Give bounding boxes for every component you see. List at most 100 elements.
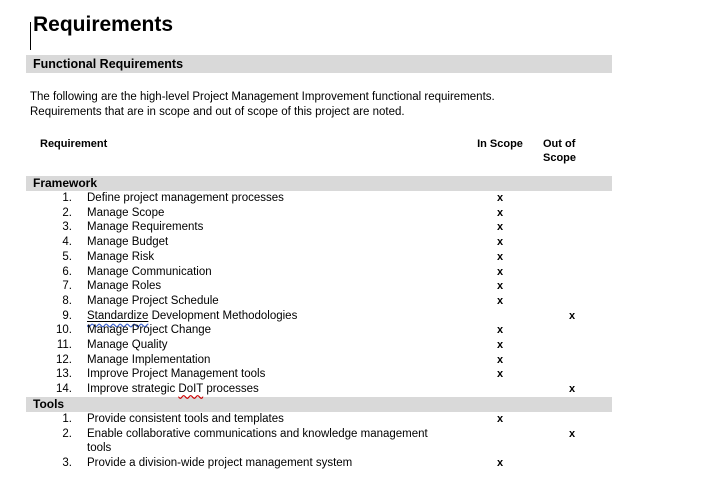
in-scope-mark: x [496, 294, 504, 307]
table-row: 1. Provide consistent tools and templates… [26, 412, 706, 427]
in-scope-mark: x [496, 339, 504, 352]
intro-paragraph: The following are the high-level Project… [30, 90, 706, 119]
row-label-cell: 14. Improve strategic DoIT processes [26, 382, 470, 397]
table-row: 6. Manage Communication x [26, 265, 706, 280]
table-row: 3. Provide a division-wide project manage… [26, 456, 706, 471]
row-number: 13. [56, 368, 72, 381]
out-of-scope-mark [530, 279, 614, 294]
grammar-flagged-word: Standardize [87, 310, 148, 322]
out-of-scope-mark [530, 235, 614, 250]
page-title: Requirements [33, 13, 174, 36]
out-of-scope-mark [530, 220, 614, 235]
table-row: 1. Define project management processes x [26, 191, 706, 206]
table-row: 9. Standardize Development Methodologies x [26, 309, 706, 324]
in-scope-mark [470, 427, 530, 456]
row-label-cell: 11. Manage Quality [26, 338, 470, 353]
in-scope-mark: x [496, 192, 504, 204]
in-scope-mark: x [496, 236, 504, 249]
row-number: 5. [62, 250, 72, 263]
in-scope-mark: x [496, 324, 504, 337]
out-of-scope-mark [530, 412, 614, 427]
functional-requirements-heading: Functional Requirements [26, 55, 612, 73]
row-number: 14. [56, 383, 72, 396]
row-label: Manage Project Change [87, 324, 212, 337]
row-label-cell: 7. Manage Roles [26, 279, 470, 294]
intro-line: The following are the high-level Project… [30, 91, 495, 103]
row-label: Define project management processes [87, 192, 284, 204]
row-label: Manage Quality [87, 339, 168, 352]
row-label-cell: 9. Standardize Development Methodologies [26, 309, 470, 324]
table-row: 2. Enable collaborative communications an… [26, 427, 706, 456]
out-of-scope-mark [530, 294, 614, 309]
row-label: Improve Project Management tools [87, 368, 266, 381]
row-label: Manage Budget [87, 236, 169, 249]
in-scope-mark: x [496, 353, 504, 366]
row-number: 10. [56, 324, 72, 337]
in-scope-mark [470, 309, 530, 324]
spellcheck-flagged-word: DoIT [178, 383, 204, 396]
row-label-cell: 1. Provide consistent tools and templates [26, 412, 470, 427]
row-label-cell: 4. Manage Budget [26, 235, 470, 250]
requirements-table: Requirement In Scope Out of Scope Framew… [26, 138, 706, 471]
row-label: Enable collaborative communications and … [87, 427, 428, 455]
row-number: 2. [62, 427, 72, 440]
row-number: 3. [62, 221, 72, 234]
row-number: 11. [56, 339, 72, 352]
out-of-scope-mark [530, 367, 614, 382]
row-label: Manage Communication [87, 265, 212, 278]
document-page[interactable]: Requirements Functional Requirements The… [0, 11, 706, 471]
out-of-scope-mark [530, 353, 614, 368]
row-label: Manage Implementation [87, 353, 211, 366]
out-of-scope-mark [530, 456, 614, 471]
row-number: 7. [62, 280, 72, 293]
row-number: 1. [62, 412, 72, 425]
table-row: 14. Improve strategic DoIT processes x [26, 382, 706, 397]
in-scope-mark: x [496, 456, 504, 469]
row-label: Provide consistent tools and templates [87, 412, 284, 425]
row-label: Manage Project Schedule [87, 294, 219, 307]
row-label: Provide a division-wide project manageme… [87, 456, 353, 469]
out-of-scope-mark [530, 250, 614, 265]
in-scope-mark: x [496, 368, 504, 381]
table-row: 12. Manage Implementation x [26, 353, 706, 368]
in-scope-mark: x [496, 221, 504, 234]
table-row: 4. Manage Budget x [26, 235, 706, 250]
table-row: 8. Manage Project Schedule x [26, 294, 706, 309]
in-scope-mark: x [496, 280, 504, 293]
in-scope-mark [470, 382, 530, 397]
row-label-cell: 12. Manage Implementation [26, 353, 470, 368]
row-number: 9. [62, 309, 72, 322]
table-body: Framework 1. Define project management pro… [26, 176, 706, 471]
row-label-cell: 1. Define project management processes [26, 191, 470, 206]
column-header-requirement: Requirement [40, 138, 108, 150]
table-group-header: Framework [26, 176, 612, 191]
row-number: 8. [62, 294, 72, 307]
row-label-cell: 5. Manage Risk [26, 250, 470, 265]
table-row: 7. Manage Roles x [26, 279, 706, 294]
in-scope-mark: x [496, 412, 504, 425]
row-label-cell: 8. Manage Project Schedule [26, 294, 470, 309]
table-row: 3. Manage Requirements x [26, 220, 706, 235]
out-of-scope-mark: x [568, 309, 576, 322]
table-row: 2. Manage Scope x [26, 206, 706, 221]
out-of-scope-mark [530, 338, 614, 353]
row-label: Manage Requirements [87, 221, 204, 234]
row-label: Manage Roles [87, 280, 162, 293]
table-row: 13. Improve Project Management tools x [26, 367, 706, 382]
row-number: 4. [62, 236, 72, 249]
out-of-scope-mark [530, 265, 614, 280]
table-row: 5. Manage Risk x [26, 250, 706, 265]
table-row: 11. Manage Quality x [26, 338, 706, 353]
out-of-scope-mark [530, 323, 614, 338]
row-number: 3. [62, 456, 72, 469]
row-label-cell: 3. Manage Requirements [26, 220, 470, 235]
in-scope-mark: x [496, 265, 504, 278]
table-group-header: Tools [26, 396, 612, 412]
out-of-scope-mark: x [568, 383, 576, 396]
row-label-cell: 3. Provide a division-wide project manage… [26, 456, 470, 471]
row-label: Manage Scope [87, 206, 165, 219]
row-label-cell: 6. Manage Communication [26, 265, 470, 280]
row-number: 2. [62, 206, 72, 219]
text-cursor [30, 22, 31, 50]
row-label: Manage Risk [87, 250, 155, 263]
